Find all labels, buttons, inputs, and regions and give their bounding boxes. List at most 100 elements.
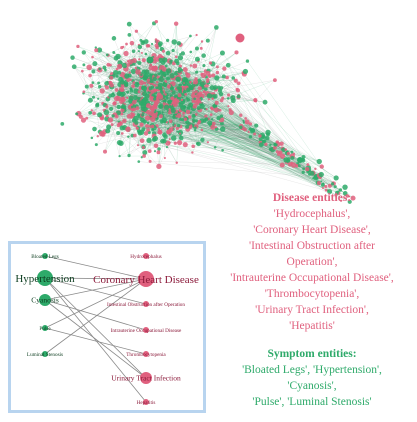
symptom-node [231, 76, 236, 80]
disease-node [143, 351, 149, 357]
disease-node [150, 116, 156, 122]
symptom-node [302, 167, 306, 171]
graph-edge [132, 116, 278, 145]
disease-node [154, 114, 158, 118]
disease-node [204, 114, 208, 118]
graph-edge [91, 71, 246, 111]
disease-node [194, 113, 198, 116]
symptom-node [140, 117, 145, 123]
graph-edge [122, 127, 181, 136]
graph-edge [110, 119, 282, 144]
disease-node [115, 115, 119, 119]
symptom-item: 'Pulse', 'Luminal Stenosis' [252, 396, 372, 408]
symptom-node [115, 74, 119, 78]
symptom-node [134, 120, 139, 125]
disease-legend: Disease entities: 'Hydrocephalus', 'Coro… [212, 190, 412, 334]
disease-node [129, 78, 133, 82]
symptom-node [154, 73, 158, 78]
graph-edge [101, 109, 231, 119]
graph-edge [161, 56, 234, 79]
symptom-node [177, 67, 182, 72]
graph-edge [96, 50, 118, 97]
symptom-node [236, 94, 241, 99]
disease-node [145, 124, 149, 128]
symptom-node [242, 68, 249, 75]
disease-node [96, 134, 99, 138]
symptom-node [178, 118, 182, 121]
symptom-node [261, 139, 266, 144]
graph-edge [180, 132, 216, 148]
graph-edge [99, 131, 324, 184]
disease-node [284, 148, 288, 151]
symptom-node [165, 96, 169, 100]
disease-node [192, 63, 198, 69]
graph-edge [152, 109, 289, 162]
symptom-node [127, 153, 131, 158]
disease-node [324, 184, 328, 189]
disease-node [131, 107, 136, 112]
disease-node [236, 81, 241, 86]
symptom-node [116, 131, 121, 136]
disease-node [235, 88, 241, 93]
symptom-node [70, 55, 75, 60]
symptom-node [157, 147, 161, 151]
symptom-node [265, 129, 271, 136]
disease-node [194, 90, 198, 94]
symptom-hub-node [297, 157, 303, 163]
disease-node [168, 141, 171, 144]
symptom-node [137, 130, 143, 136]
disease-node [172, 100, 177, 105]
symptom-node [129, 87, 133, 91]
disease-node [316, 181, 321, 185]
disease-node [105, 105, 109, 109]
graph-edge [147, 81, 208, 131]
symptom-node [157, 72, 161, 76]
symptom-node [176, 123, 181, 128]
symptom-node [111, 36, 117, 41]
symptom-node [144, 52, 148, 56]
disease-node [140, 372, 152, 384]
symptom-node [194, 126, 197, 130]
graph-edge [122, 43, 133, 100]
symptom-node [161, 57, 168, 63]
disease-node [178, 64, 182, 68]
graph-edge [255, 100, 269, 135]
disease-node [146, 78, 151, 83]
symptom-node [194, 119, 199, 123]
graph-edge [136, 127, 334, 183]
graph-edge [72, 57, 189, 100]
disease-node [192, 91, 196, 95]
disease-item: 'Intrauterine Occupational Disease', [230, 272, 394, 284]
disease-node [195, 33, 198, 37]
disease-node [150, 107, 155, 112]
graph-edge [222, 97, 337, 179]
graph-edge [213, 96, 337, 179]
symptom-node [91, 95, 96, 99]
subgraph-edge [44, 277, 147, 305]
graph-edge [176, 96, 231, 110]
disease-node [275, 140, 279, 144]
symptom-node [143, 39, 149, 44]
symptom-node [338, 188, 343, 192]
symptom-node [137, 96, 141, 100]
disease-node [327, 183, 332, 188]
disease-node [319, 164, 324, 169]
symptom-node [140, 156, 143, 159]
graph-edge [255, 80, 276, 101]
symptom-node [141, 127, 146, 132]
symptom-node [149, 79, 154, 84]
disease-node [173, 141, 177, 145]
symptom-node [269, 143, 272, 147]
symptom-node [94, 46, 97, 49]
disease-node [234, 50, 239, 55]
graph-edge [119, 44, 139, 63]
disease-node [210, 107, 215, 111]
symptom-node [110, 92, 116, 98]
disease-node [119, 86, 125, 92]
symptom-node [132, 62, 136, 66]
symptom-node [197, 59, 200, 62]
graph-edge [161, 67, 276, 145]
graph-edge [199, 27, 217, 82]
disease-node [151, 83, 154, 86]
disease-node [86, 64, 92, 71]
